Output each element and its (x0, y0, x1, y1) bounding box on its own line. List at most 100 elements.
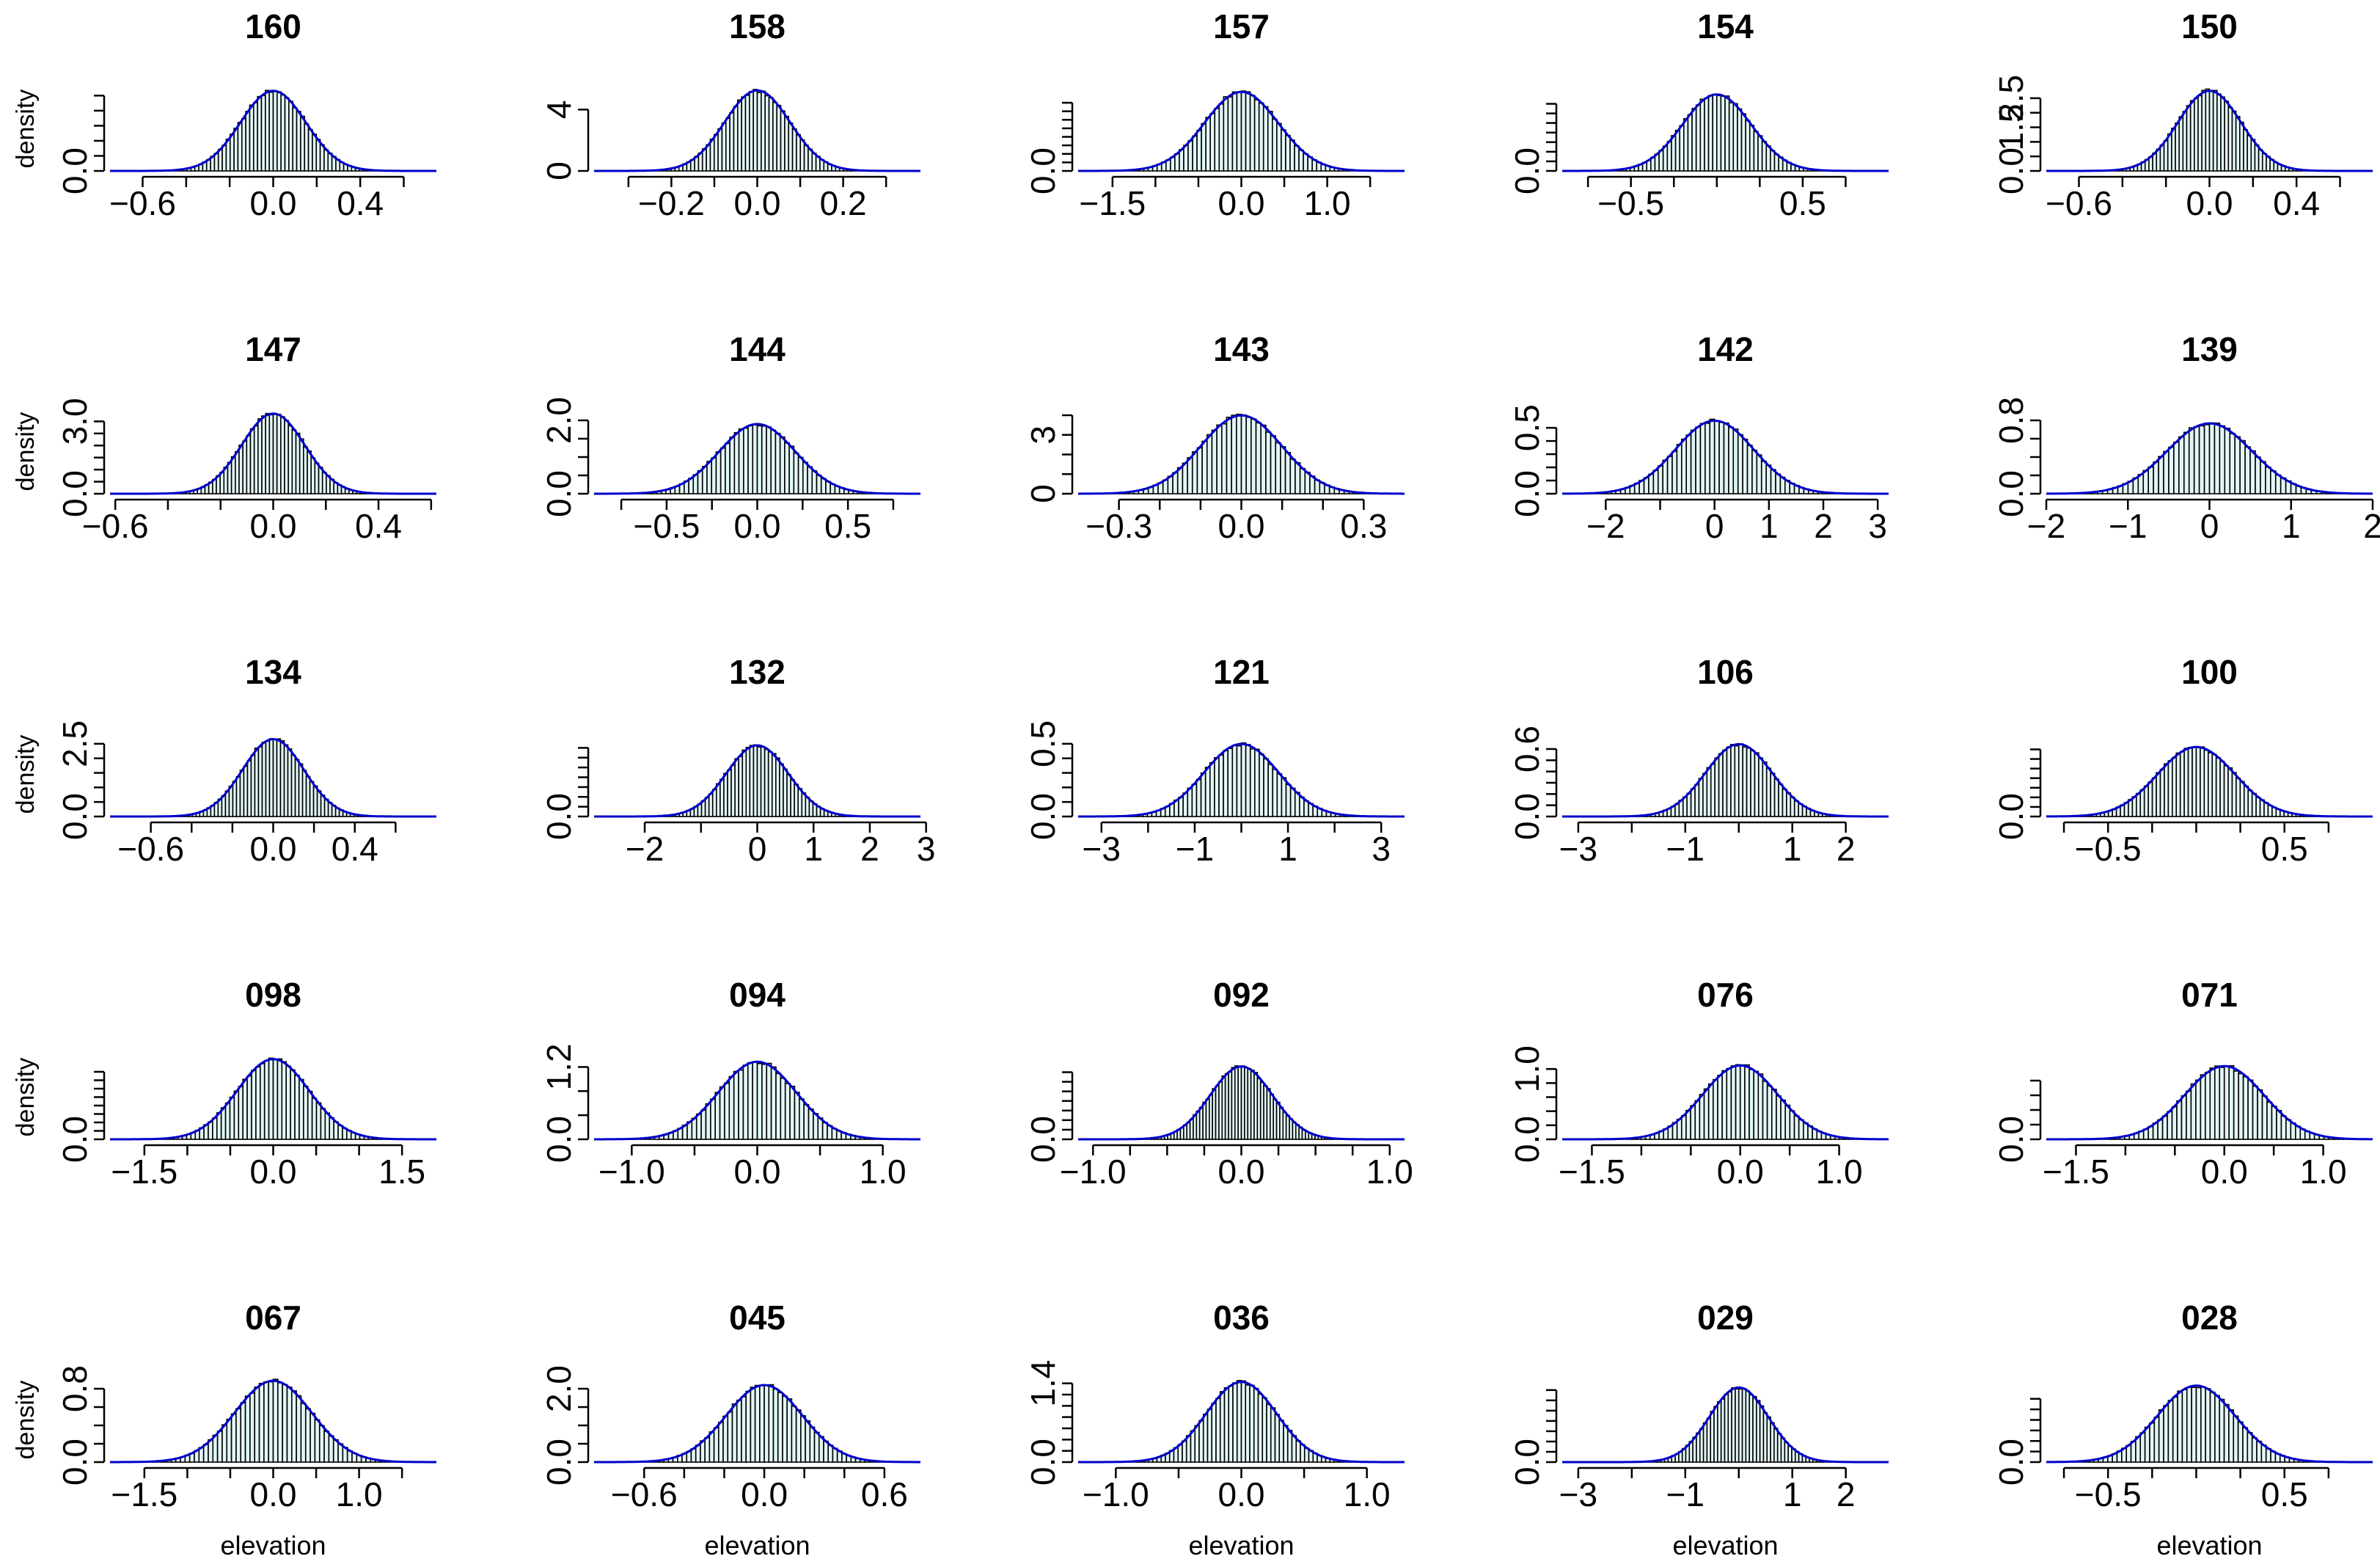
histogram-bar (1212, 1403, 1216, 1462)
y-tick-label: 0.0 (1508, 470, 1546, 517)
x-tick-label: 0.5 (824, 507, 871, 545)
histogram-bar (2173, 1397, 2178, 1462)
x-tick-label: −1 (1666, 830, 1705, 868)
histogram-bar (2178, 1391, 2182, 1462)
x-tick-label: −1.5 (1079, 184, 1146, 222)
histogram-bar (1255, 100, 1259, 171)
histogram-bar (264, 1382, 268, 1462)
histogram-bar (1277, 774, 1281, 817)
histogram-bar (783, 1396, 787, 1462)
histogram-bar (1699, 1095, 1704, 1139)
histogram-bar (2184, 432, 2189, 494)
x-tick-label: −3 (1083, 830, 1121, 868)
histogram-bar (794, 453, 798, 494)
histogram-bar (1291, 789, 1295, 817)
histogram-bar (1228, 748, 1232, 817)
histogram-bars (2096, 89, 2324, 171)
histogram-bar (2196, 748, 2200, 817)
x-tick-label: 0.0 (2201, 1153, 2248, 1191)
histogram-bar (238, 123, 241, 171)
histogram-bar (2220, 761, 2224, 817)
histogram-bar (707, 461, 711, 494)
histogram-bar (1779, 784, 1782, 817)
histogram-bar (821, 478, 826, 494)
y-tick-label: 0.0 (56, 1439, 94, 1486)
histogram-bar (1787, 793, 1790, 817)
histogram-bar (753, 1062, 757, 1139)
y-axis-title: density (12, 1058, 40, 1137)
histogram-bar (1187, 458, 1193, 494)
x-axis-title: elevation (704, 1530, 810, 1560)
histogram-bar (786, 1084, 790, 1139)
x-tick-label: −1 (1176, 830, 1214, 868)
histogram-bar (1677, 1119, 1682, 1139)
histogram-bar (2234, 1071, 2238, 1139)
histogram-bar (1178, 1444, 1182, 1462)
histogram-bar (295, 1075, 299, 1139)
histogram-bars (143, 1058, 403, 1139)
histogram-bar (2140, 1433, 2145, 1462)
histogram-bar (1232, 745, 1237, 817)
histogram-bar (2271, 471, 2276, 494)
x-tick-label: 3 (1372, 830, 1391, 868)
histogram-bar (1663, 460, 1667, 494)
histogram-bar (1785, 1106, 1790, 1139)
y-tick-label: 0.0 (540, 1439, 578, 1486)
x-tick-label: 0.0 (250, 507, 297, 545)
histogram-bar (312, 1098, 317, 1139)
histogram-bar (762, 1064, 766, 1139)
y-tick-label: 0.5 (1508, 404, 1546, 451)
panel-title: 067 (245, 1298, 301, 1337)
histogram-bar (793, 129, 797, 171)
histogram-bar (296, 1396, 301, 1462)
x-tick-label: 1.5 (378, 1153, 425, 1191)
histogram-bar (1219, 104, 1223, 171)
histogram-bar (226, 139, 230, 171)
histogram-bar (1754, 131, 1758, 171)
y-axis: 0.00.5 (1508, 404, 1556, 517)
histogram-bar (293, 108, 296, 171)
y-axis-title: density (12, 1381, 40, 1460)
histogram-bar (1295, 792, 1300, 817)
histogram-bar (1799, 1119, 1804, 1139)
histogram-bar (1273, 119, 1277, 171)
histogram-bar (2248, 1080, 2252, 1139)
x-tick-label: −0.6 (117, 830, 184, 868)
histogram-bar (1746, 120, 1750, 171)
histogram-bar (800, 140, 804, 171)
y-tick-label: 0.0 (540, 793, 578, 840)
histogram-bar (2164, 764, 2168, 817)
x-tick-label: −2 (2027, 507, 2065, 545)
histogram-bar (2253, 1086, 2258, 1139)
histogram-bar (1672, 136, 1676, 171)
x-tick-label: 3 (917, 830, 936, 868)
histogram-bar (2176, 753, 2180, 817)
histogram-bar (1202, 441, 1207, 494)
histogram-bar (734, 1072, 739, 1139)
histogram-bar (1740, 1065, 1745, 1139)
histogram-bar (1659, 150, 1663, 171)
y-axis-title: density (12, 90, 40, 169)
histogram-bar (260, 1384, 264, 1462)
x-tick-label: 0.0 (1218, 1153, 1265, 1191)
histogram-bar (1691, 1106, 1695, 1139)
histogram-bar (743, 1065, 747, 1139)
histogram-bar (254, 103, 257, 171)
histogram-bar (274, 1060, 278, 1139)
histogram-bar (744, 428, 748, 494)
histogram-bar (1286, 784, 1291, 817)
histogram-bar (773, 103, 777, 171)
histogram-bar (1762, 461, 1766, 494)
histogram-bar (706, 145, 710, 171)
histogram-bar (1695, 1100, 1699, 1139)
histogram-bar (1733, 429, 1738, 494)
x-tick-label: 0.6 (861, 1475, 908, 1513)
histogram-bar (726, 118, 730, 171)
histogram-bar (1305, 472, 1310, 494)
panel-title: 071 (2181, 976, 2238, 1014)
